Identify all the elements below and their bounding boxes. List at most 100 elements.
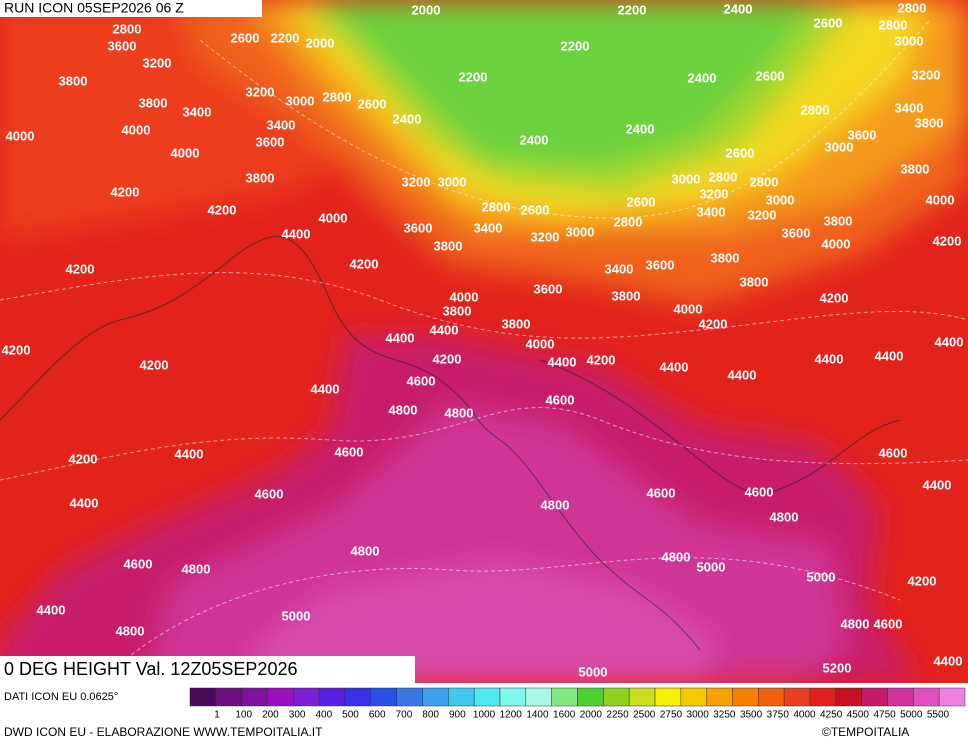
contour-label: 4000	[674, 301, 703, 316]
colorbar-label: 4750	[873, 710, 896, 721]
contour-label: 2600	[726, 145, 755, 160]
contour-label: 4400	[386, 330, 415, 345]
contour-label: 4800	[389, 402, 418, 417]
colorbar-label: 5500	[927, 710, 950, 721]
colorbar-swatch	[448, 687, 475, 707]
contour-label: 2400	[724, 1, 753, 16]
colorbar-label: 300	[289, 710, 306, 721]
title-box	[0, 656, 415, 683]
colorbar-label: 1600	[553, 710, 576, 721]
contour-label: 2600	[627, 194, 656, 209]
contour-label: 2800	[113, 21, 142, 36]
colorbar-swatch	[422, 687, 449, 707]
contour-label: 3800	[502, 316, 531, 331]
contour-label: 4200	[208, 202, 237, 217]
contour-label: 2600	[756, 68, 785, 83]
contour-label: 3600	[646, 257, 675, 272]
contour-label: 3400	[605, 261, 634, 276]
contour-label: 4400	[175, 446, 204, 461]
colorbar-swatch	[783, 687, 811, 707]
colorbar-swatch	[577, 687, 604, 707]
contour-label: 4800	[541, 497, 570, 512]
colorbar-swatch	[473, 687, 501, 707]
colorbar-label: 900	[449, 710, 466, 721]
contour-label: 3400	[697, 204, 726, 219]
contour-label: 4200	[933, 233, 962, 248]
colorbar-swatch	[628, 687, 656, 707]
contour-label: 4200	[66, 261, 95, 276]
contour-label: 3400	[267, 117, 296, 132]
colorbar-label: 1400	[526, 710, 549, 721]
colorbar-swatch	[370, 687, 397, 707]
contour-label: 3600	[108, 38, 137, 53]
colorbar-swatch	[293, 687, 320, 707]
colorbar-label: 3250	[713, 710, 736, 721]
contour-label: 3800	[434, 238, 463, 253]
colorbar-swatch	[680, 687, 707, 707]
run-box	[0, 0, 262, 17]
contour-label: 2000	[306, 35, 335, 50]
contour-label: 4600	[745, 484, 774, 499]
colorbar-label: 700	[396, 710, 413, 721]
contour-label: 4800	[182, 561, 211, 576]
contour-label: 4400	[660, 359, 689, 374]
colorbar-label: 500	[342, 710, 359, 721]
contour-label: 4400	[548, 354, 577, 369]
contour-label: 2600	[814, 15, 843, 30]
colorbar-label: 1200	[500, 710, 523, 721]
contour-label: 4200	[699, 316, 728, 331]
colorbar-swatch	[267, 687, 294, 707]
contour-label: 4400	[815, 351, 844, 366]
contour-label: 3800	[612, 288, 641, 303]
colorbar-swatch	[809, 687, 837, 707]
contour-label: 3600	[534, 281, 563, 296]
contour-label: 3200	[402, 174, 431, 189]
contour-label: 4200	[350, 256, 379, 271]
contour-label: 4800	[770, 509, 799, 524]
contour-label: 4200	[433, 351, 462, 366]
contour-label: 3000	[566, 224, 595, 239]
contour-label: 2400	[520, 132, 549, 147]
colorbar-swatch	[887, 687, 914, 707]
contour-label: 4600	[546, 392, 575, 407]
colorbar-label: 1	[214, 710, 220, 721]
contour-label: 2600	[521, 202, 550, 217]
colorbar: 1 100 200 300 400 500 600 700 800 900 1000 1200 1400…	[189, 687, 966, 721]
contour-label: 3200	[246, 84, 275, 99]
contour-label: 5000	[807, 569, 836, 584]
colorbar-swatch	[603, 687, 630, 707]
contour-label: 4400	[37, 602, 66, 617]
colorbar-swatch	[861, 687, 888, 707]
colorbar-label: 1000	[473, 710, 496, 721]
contour-label: 3200	[748, 207, 777, 222]
contour-label: 2800	[482, 199, 511, 214]
contour-label: 2600	[231, 30, 260, 45]
contour-label: 3400	[474, 220, 503, 235]
colorbar-label: 4250	[820, 710, 843, 721]
colorbar-label: 3000	[687, 710, 710, 721]
contour-label: 4000	[526, 336, 555, 351]
contour-label: 5000	[282, 608, 311, 623]
contour-label: 4200	[908, 573, 937, 588]
colorbar-label: 5000	[900, 710, 923, 721]
contour-label: 4000	[926, 192, 955, 207]
colorbar-swatch	[344, 687, 372, 707]
colorbar-swatch	[499, 687, 527, 707]
contour-labels: 2800 3600 3200 2600 2200 2000 2000 2200 2400 2800…	[2, 0, 964, 679]
contour-label: 2800	[898, 0, 927, 15]
contour-label: 3800	[59, 73, 88, 88]
colorbar-swatch	[241, 687, 268, 707]
colorbar-label: 2250	[606, 710, 629, 721]
copyright: ©TEMPOITALIA	[822, 725, 909, 739]
credit: DWD ICON EU - ELABORAZIONE WWW.TEMPOITAL…	[4, 725, 323, 739]
contour-label: 2200	[618, 2, 647, 17]
source-label: DATI ICON EU 0.0625°	[4, 691, 118, 703]
contour-label: 3200	[531, 229, 560, 244]
colorbar-swatch	[732, 687, 759, 707]
colorbar-label: 100	[235, 710, 252, 721]
contour-label: 3800	[443, 303, 472, 318]
contour-label: 2400	[393, 111, 422, 126]
contour-label: 4000	[171, 145, 200, 160]
contour-label: 4800	[116, 623, 145, 638]
